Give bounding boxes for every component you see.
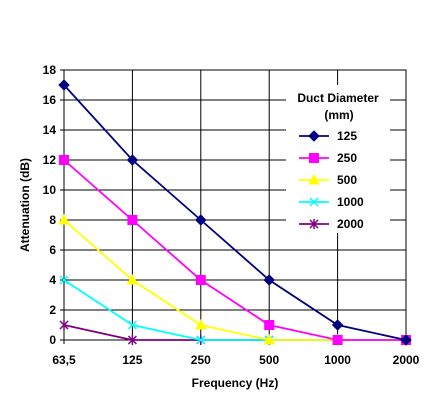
x-tick-labels: 63,5 125 250 500 1000 2000 (52, 353, 419, 367)
data-point-500 (263, 333, 276, 345)
y-tick-label: 0 (49, 333, 56, 347)
legend-title-line1: Duct Diameter (297, 91, 379, 105)
y-tick-label: 6 (49, 243, 56, 257)
series-line-250 (63, 159, 406, 341)
data-point-125 (126, 154, 139, 166)
y-tick-label: 10 (43, 183, 57, 197)
legend-item-125: 125 (299, 129, 357, 143)
data-point-125 (400, 334, 412, 346)
legend-item-1000: 1000 (299, 195, 364, 209)
series-group (58, 79, 412, 346)
x-tick-label: 1000 (324, 353, 351, 367)
y-axis-title: Attenuation (dB) (18, 158, 32, 252)
x-axis-title: Frequency (Hz) (192, 376, 279, 390)
data-point-500 (194, 318, 207, 330)
x-tick-label: 63,5 (52, 353, 76, 367)
legend-label: 125 (337, 129, 357, 143)
data-point-250 (332, 335, 343, 345)
x-tick-label: 250 (191, 353, 211, 367)
legend-item-500: 500 (299, 173, 357, 187)
legend: Duct Diameter (mm) 125 250 500 1000 2000 (286, 85, 390, 233)
y-tick-label: 16 (43, 93, 57, 107)
data-point-125 (263, 274, 275, 286)
y-tick-label: 14 (43, 123, 57, 137)
y-tick-label: 4 (49, 273, 56, 287)
legend-marker (308, 130, 320, 142)
legend-label: 2000 (337, 217, 364, 231)
legend-title-line2: (mm) (324, 108, 353, 122)
y-tick-labels: 0 2 4 6 8 10 12 14 16 18 (43, 63, 57, 347)
series-line-125 (63, 84, 407, 341)
series-125 (58, 79, 412, 346)
legend-item-250: 250 (299, 151, 357, 165)
x-tick-label: 125 (122, 353, 142, 367)
legend-item-2000: 2000 (299, 217, 364, 231)
data-point-1000 (196, 335, 206, 345)
legend-label: 1000 (337, 195, 364, 209)
y-tick-label: 12 (43, 153, 57, 167)
legend-box (286, 85, 390, 233)
data-point-125 (195, 214, 207, 226)
legend-marker (308, 173, 320, 185)
data-point-125 (331, 319, 344, 331)
data-point-500 (126, 273, 139, 285)
x-tick-label: 500 (259, 353, 279, 367)
data-point-2000 (59, 320, 69, 330)
data-point-250 (127, 215, 138, 225)
legend-items: 125 250 500 1000 2000 (299, 129, 364, 231)
data-point-250 (264, 320, 275, 330)
legend-marker (309, 219, 319, 229)
legend-label: 250 (337, 151, 357, 165)
legend-marker (309, 153, 319, 163)
data-point-250 (59, 155, 69, 165)
y-tick-label: 2 (49, 303, 56, 317)
data-point-250 (195, 275, 206, 285)
y-tick-label: 8 (49, 213, 56, 227)
data-point-500 (58, 213, 70, 225)
data-point-2000 (127, 335, 137, 345)
x-tick-label: 2000 (393, 353, 420, 367)
legend-label: 500 (337, 173, 357, 187)
data-point-125 (58, 79, 70, 91)
data-point-1000 (59, 275, 69, 285)
data-point-1000 (127, 320, 137, 330)
legend-marker (309, 197, 319, 207)
y-tick-label: 18 (43, 63, 57, 77)
